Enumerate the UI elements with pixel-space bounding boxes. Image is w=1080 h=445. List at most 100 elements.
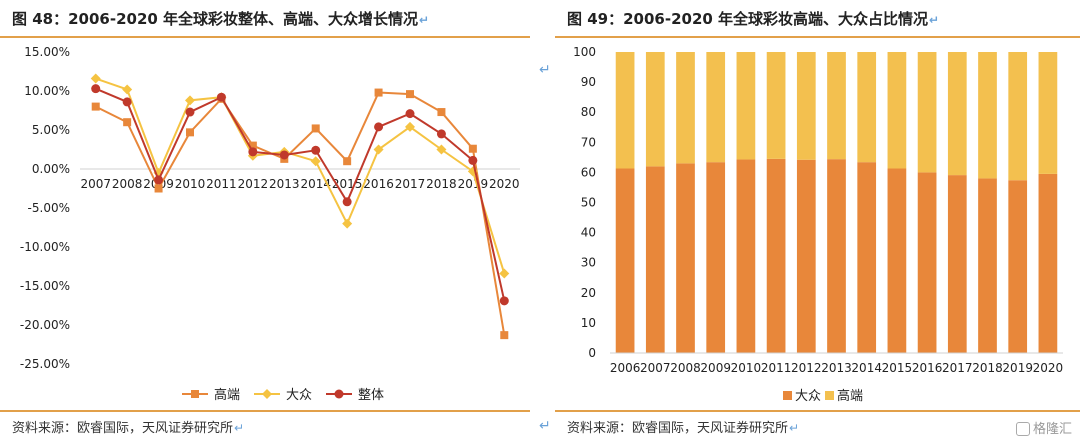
data-point	[248, 147, 258, 157]
data-point	[122, 84, 133, 95]
x-tick-label: 2012	[791, 361, 822, 375]
data-point	[123, 118, 132, 127]
y-tick-label: -10.00%	[20, 240, 70, 254]
y-tick-label: 60	[581, 165, 596, 179]
legend-item: 整体	[326, 388, 384, 403]
right-source-note: 资料来源：欧睿国际，天风证券研究所↵	[567, 421, 800, 436]
legend-marker	[191, 390, 199, 398]
data-point	[405, 121, 415, 132]
data-point	[406, 90, 414, 99]
watermark: 格隆汇	[1015, 418, 1072, 437]
right-source-rule	[555, 410, 1080, 412]
return-mark-bottom: ↵	[539, 418, 551, 434]
data-point	[91, 84, 101, 94]
right-panel: 图 49：2006-2020 年全球彩妆高端、大众占比情况↵ 0 10 20 30 40…	[555, 0, 1080, 445]
left-chart-title: 图 48：2006-2020 年全球彩妆整体、高端、大众增长情况↵	[12, 10, 430, 28]
bar-segment-大众	[736, 159, 756, 353]
bar-segment-大众	[645, 166, 665, 353]
data-point	[248, 141, 257, 150]
bar-segment-大众	[1038, 173, 1058, 353]
series-line-整体	[95, 87, 506, 302]
y-tick-label: -15.00%	[20, 279, 70, 293]
x-tick-label: 2011	[761, 361, 792, 375]
bar-segment-高端	[978, 52, 997, 179]
data-point	[185, 107, 195, 117]
y-tick-label: 10	[581, 316, 596, 330]
bar-segment-大众	[947, 175, 967, 353]
y-tick-label: 40	[581, 226, 596, 240]
data-point	[373, 144, 384, 155]
y-tick-label: 30	[581, 256, 596, 270]
x-tick-label: 2016	[363, 177, 394, 191]
data-point	[311, 124, 320, 133]
growth-line-chart: 15.00% 10.00% 5.00% 0.00% -5.00% -10.00% -15.0…	[20, 45, 520, 403]
y-tick-label: -20.00%	[20, 318, 70, 332]
bar-segment-高端	[917, 52, 937, 173]
x-tick-label: 2018	[972, 361, 1003, 375]
return-mark-top: ↵	[539, 62, 551, 78]
data-point	[186, 128, 194, 137]
data-point	[437, 108, 446, 117]
bar-segment-大众	[1008, 180, 1028, 353]
series-line-高端	[95, 91, 506, 336]
x-tick-label: 2006	[610, 361, 641, 375]
data-point	[343, 157, 352, 166]
x-tick-label: 2020	[1033, 361, 1064, 375]
x-tick-label: 2007	[640, 361, 671, 375]
watermark-logo-icon	[1015, 422, 1030, 436]
y-tick-label: 10.00%	[24, 84, 70, 98]
bar-segment-高端	[615, 52, 635, 169]
x-tick-label: 2010	[731, 361, 762, 375]
data-point	[310, 156, 321, 167]
data-point	[216, 92, 226, 102]
y-tick-label: 15.00%	[24, 45, 70, 59]
bar-segment-高端	[796, 52, 816, 160]
data-point	[374, 122, 384, 132]
legend-label: 大众	[286, 388, 312, 403]
bar-segment-大众	[766, 158, 786, 353]
x-tick-label: 2018	[426, 177, 457, 191]
bar-segment-高端	[857, 52, 877, 163]
bar-segment-大众	[917, 172, 937, 353]
y-tick-label: 0	[588, 346, 596, 360]
bar-segment-大众	[887, 168, 907, 353]
y-tick-label: 100	[573, 45, 596, 59]
data-point	[342, 197, 352, 207]
legend-item: 大众	[254, 388, 312, 403]
data-point	[500, 331, 509, 340]
data-point	[279, 150, 289, 160]
data-point	[468, 155, 478, 165]
x-tick-label: 2013	[821, 361, 852, 375]
data-point	[185, 95, 195, 106]
data-point	[499, 296, 509, 306]
bar-segment-高端	[947, 52, 967, 176]
y-tick-label: -5.00%	[28, 201, 70, 215]
y-tick-label: 0.00%	[32, 162, 70, 176]
bar-segment-大众	[857, 162, 877, 353]
left-title-rule	[0, 36, 530, 38]
x-tick-label: 2010	[175, 177, 206, 191]
data-point	[122, 97, 132, 107]
data-point	[154, 184, 163, 193]
left-source-rule	[0, 410, 530, 412]
x-tick-label: 2015	[882, 361, 913, 375]
legend-swatch	[825, 391, 834, 400]
bar-segment-高端	[1038, 52, 1058, 174]
legend-marker	[334, 389, 344, 399]
x-tick-label: 2009	[700, 361, 731, 375]
right-title-rule	[555, 36, 1080, 38]
data-point	[91, 102, 100, 111]
x-tick-label: 2011	[206, 177, 237, 191]
bar-segment-高端	[645, 52, 665, 167]
legend-item: 高端	[182, 387, 240, 403]
bar-segment-高端	[706, 52, 726, 163]
x-tick-label: 2017	[395, 177, 426, 191]
y-tick-label: 90	[581, 75, 596, 89]
legend-label: 大众	[795, 389, 821, 404]
bar-segment-高端	[676, 52, 695, 164]
data-point	[90, 73, 101, 84]
x-tick-label: 2008	[112, 177, 143, 191]
bar-segment-大众	[676, 163, 695, 353]
bar-segment-高端	[766, 52, 786, 159]
y-tick-label: 20	[581, 286, 596, 300]
